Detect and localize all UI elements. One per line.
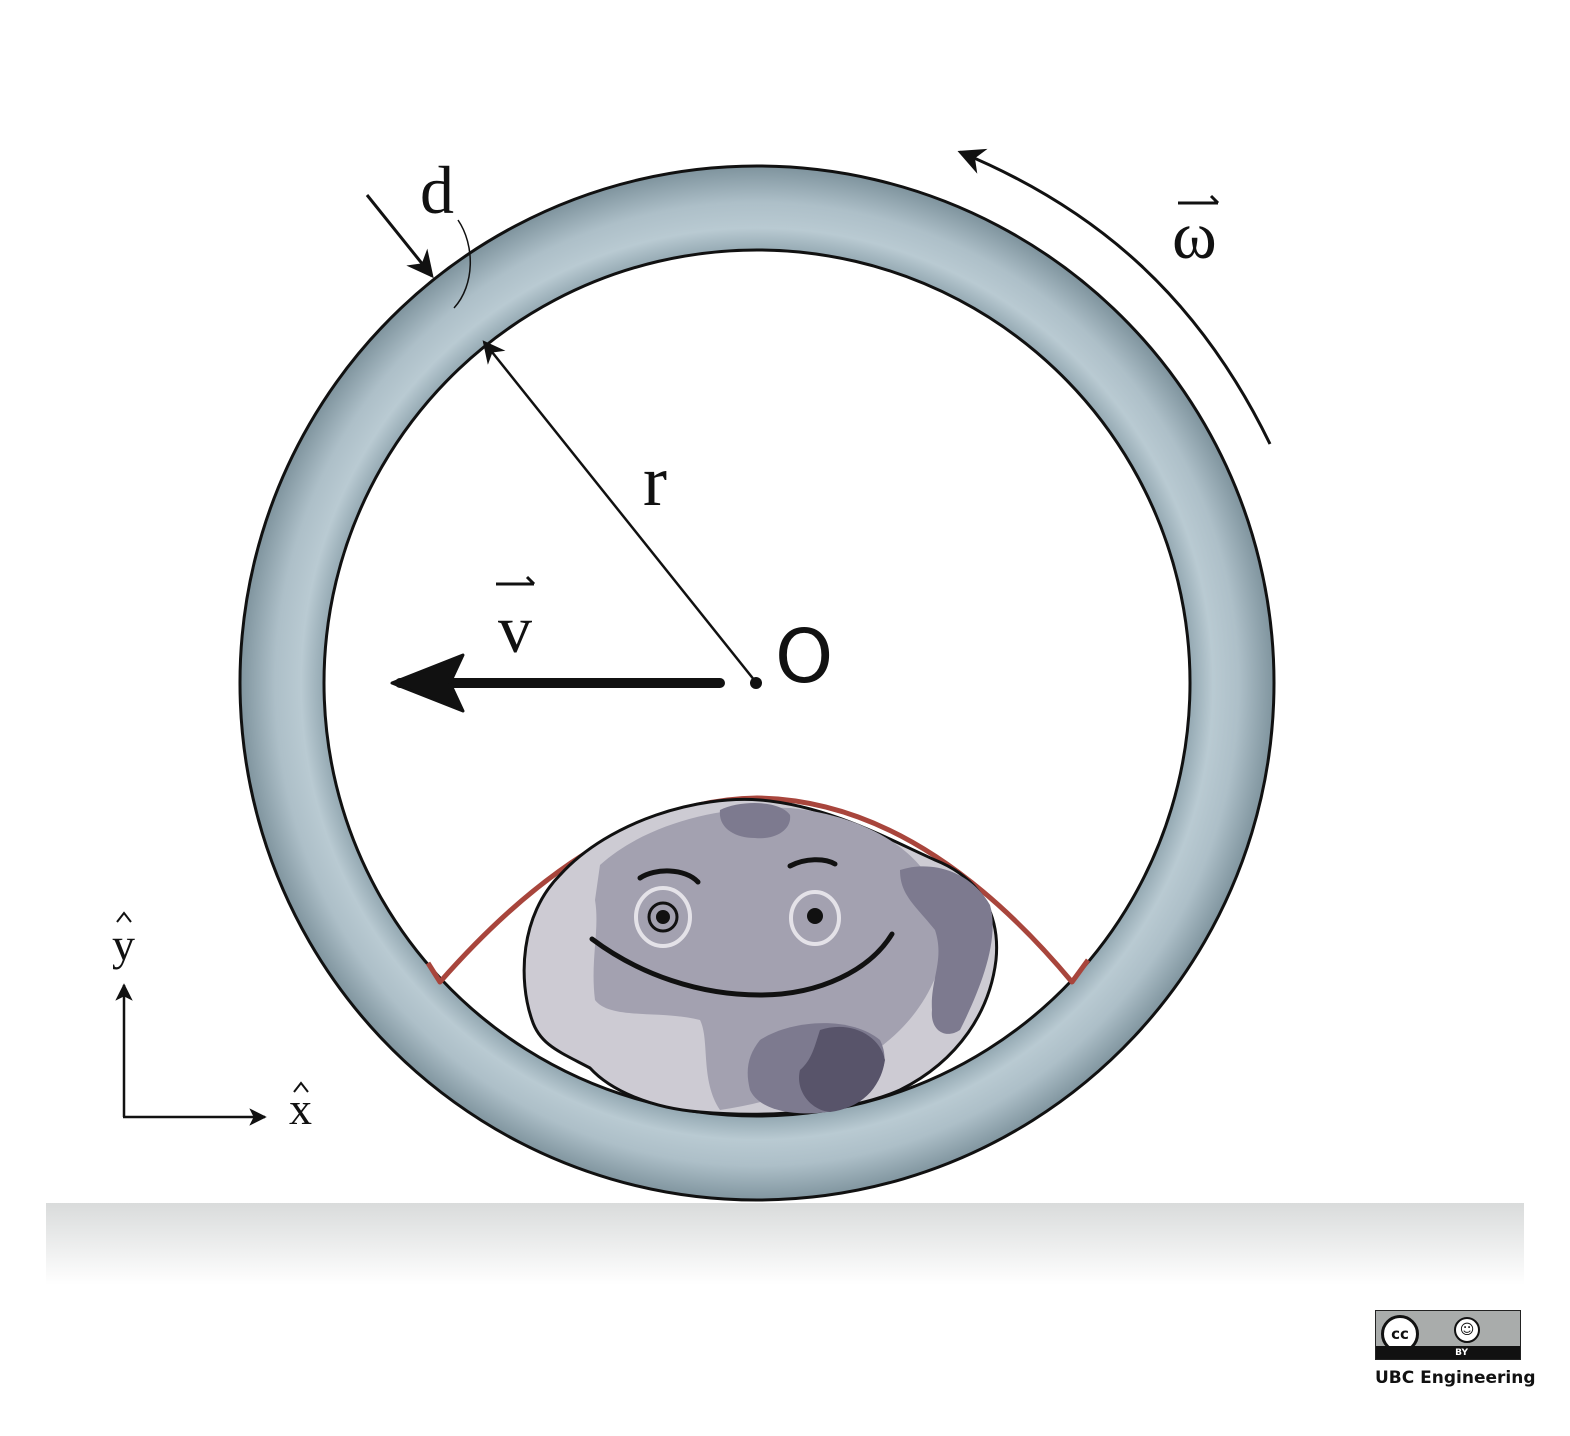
x-axis-hat bbox=[293, 1081, 309, 1093]
rock-character bbox=[522, 797, 999, 1116]
rock-shade-dark-top bbox=[719, 803, 791, 839]
velocity-label: v bbox=[498, 591, 532, 667]
rock-shade-dark-right bbox=[900, 866, 993, 1034]
velocity-arrow-head bbox=[390, 653, 465, 713]
badge-by-text: BY bbox=[1455, 1348, 1468, 1358]
left-eyebrow bbox=[637, 868, 701, 885]
thickness-arrow bbox=[365, 194, 434, 279]
attribution-icon: ☺ bbox=[1454, 1317, 1480, 1343]
left-eye bbox=[634, 886, 692, 948]
center-point bbox=[750, 677, 762, 689]
y-axis-label: y bbox=[112, 919, 135, 970]
rock-shade-deep bbox=[799, 1026, 885, 1112]
radius-arrow bbox=[482, 340, 756, 682]
license-badge: cc ☺ BY UBC Engineering bbox=[1375, 1310, 1536, 1388]
thickness-arc-marker bbox=[453, 219, 472, 309]
smile bbox=[589, 931, 895, 998]
badge-strip bbox=[1376, 1346, 1520, 1359]
velocity-overbar-tick bbox=[525, 575, 536, 586]
x-axis-label: x bbox=[289, 1083, 312, 1134]
rock-strap bbox=[425, 795, 1091, 985]
center-label: O bbox=[775, 614, 833, 700]
right-eyebrow bbox=[787, 857, 838, 869]
cc-by-badge[interactable]: cc ☺ BY bbox=[1375, 1310, 1521, 1360]
thickness-label: d bbox=[420, 152, 454, 228]
right-eye bbox=[789, 890, 841, 946]
radius-label: r bbox=[643, 441, 667, 521]
angular-velocity-label: ω bbox=[1172, 197, 1217, 273]
ball-shell bbox=[238, 164, 1276, 1202]
angular-velocity-arc bbox=[957, 148, 1272, 445]
y-axis-hat bbox=[116, 911, 132, 923]
credit-text: UBC Engineering bbox=[1375, 1368, 1536, 1388]
angular-velocity-overbar-tick bbox=[1209, 194, 1220, 205]
ground-surface bbox=[46, 1203, 1524, 1285]
